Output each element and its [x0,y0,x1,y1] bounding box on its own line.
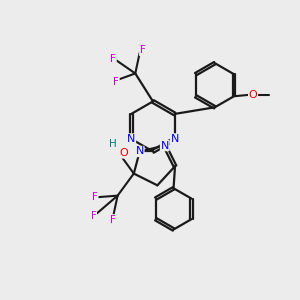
Text: O: O [249,90,257,100]
Text: F: F [113,77,119,87]
Text: N: N [160,141,169,151]
Text: N: N [170,134,179,144]
Text: F: F [140,46,146,56]
Text: F: F [91,211,96,221]
Text: F: F [110,54,116,64]
Text: F: F [110,215,116,225]
Text: N: N [127,134,136,144]
Text: H: H [109,139,117,149]
Text: O: O [120,148,128,158]
Text: N: N [136,146,144,157]
Text: F: F [92,192,98,202]
